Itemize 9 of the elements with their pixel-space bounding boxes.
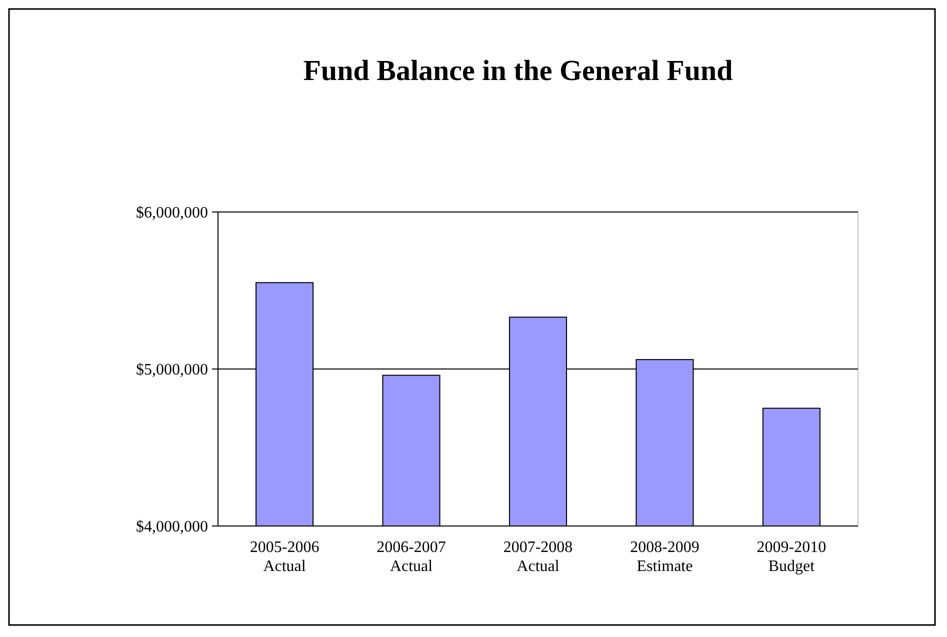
x-tick-label: 2006-2007 Actual — [376, 539, 446, 575]
x-tick-label: 2007-2008 Actual — [503, 539, 573, 575]
chart-title: Fund Balance in the General Fund — [303, 55, 733, 87]
y-tick-label: $5,000,000 — [136, 362, 208, 379]
x-tick-label: 2009-2010 Budget — [756, 539, 826, 575]
x-tick-label: 2005-2006 Actual — [250, 539, 320, 575]
y-tick-label: $4,000,000 — [136, 518, 208, 536]
x-tick-label: 2008-2009 Estimate — [630, 539, 700, 575]
y-tick-label: $6,000,000 — [136, 204, 208, 222]
